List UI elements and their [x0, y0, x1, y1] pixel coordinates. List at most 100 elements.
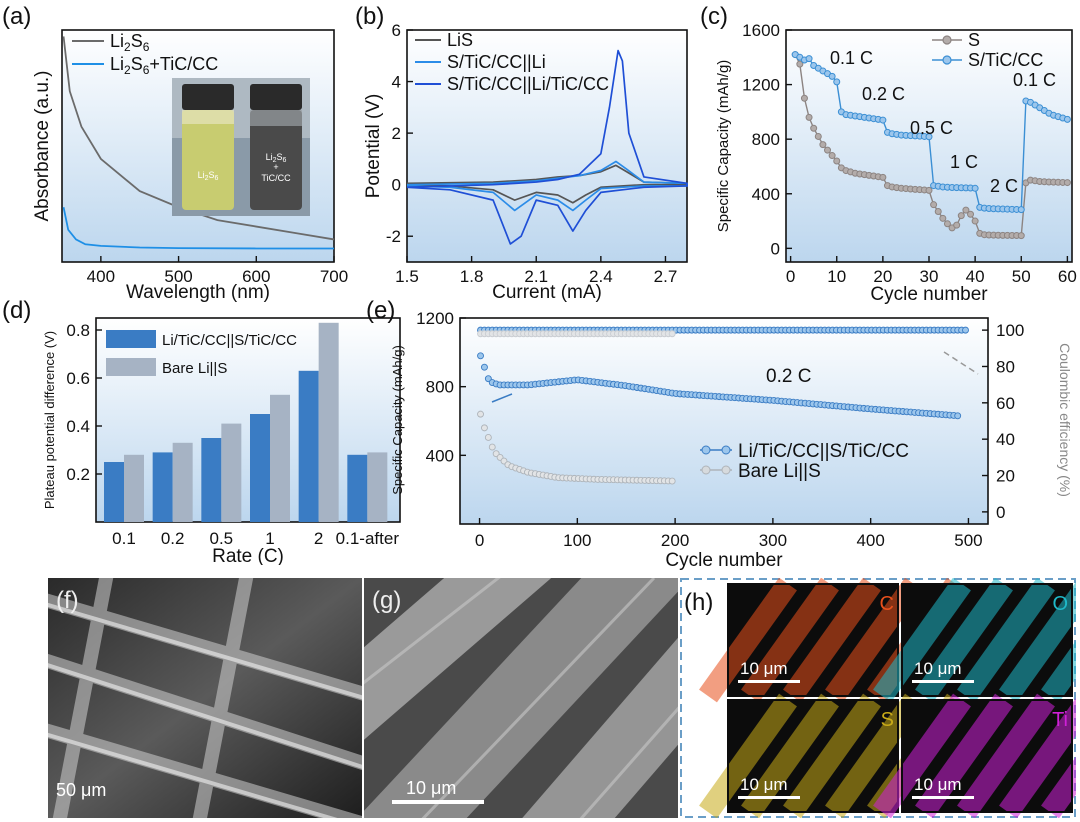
eds-map-0-fiber [699, 578, 797, 703]
panel-e-series [477, 326, 969, 485]
eds-map-2-element-label: S [881, 709, 894, 731]
legend-marker-stic [942, 55, 952, 65]
eds-map-2-frame [727, 699, 899, 813]
panel-d-xlabel: Rate (C) [212, 546, 284, 565]
panel-c-ytick-label: 1600 [742, 21, 780, 40]
panel-d-bar-0 [104, 462, 124, 522]
panel-b-label: (b) [355, 3, 384, 30]
legend-marker-e-litic-2 [721, 445, 731, 455]
panel-e: (e) 0 100 200 300 400 500 400 800 1200 0 20 40 60 80 1… [366, 297, 1073, 570]
panel-e-series-1-point [484, 434, 492, 441]
panel-d-ylabel: Plateau potential difference (V) [42, 331, 57, 509]
legend-label-stic-li: S/TiC/CC||Li [447, 52, 546, 72]
panel-b-xtick-label: 1.5 [395, 267, 419, 286]
legend-marker-s [942, 35, 952, 45]
eds-map-3-fiber [873, 693, 971, 818]
panel-g-label: (g) [372, 587, 401, 614]
legend-label-e-litic: Li/TiC/CC||S/TiC/CC [738, 441, 909, 462]
panel-c-series-0-point [810, 124, 818, 132]
eds-map-2-scale-text: 10 μm [740, 775, 788, 794]
panel-c-series-0-point [824, 146, 832, 154]
panel-c-series-0-point [833, 157, 841, 165]
legend-label-s: S [968, 30, 980, 50]
eds-map-0-frame [727, 583, 899, 697]
panel-a-xtick-label: 700 [320, 267, 348, 286]
rate-label-2c: 2 C [990, 176, 1018, 196]
panel-c-series-0-point [819, 141, 827, 149]
panel-c-ytick-label: 1200 [742, 76, 780, 95]
panel-d-label: (d) [2, 297, 31, 324]
panel-e-series-1-point [668, 477, 676, 485]
panel-c-series-0-point [943, 220, 951, 228]
panel-f-label: (f) [56, 587, 79, 614]
arrow-to-right-axis [943, 351, 979, 375]
panel-e-ylabel: Specific Capacity (mAh/g) [390, 345, 405, 495]
panel-c-xtick-label: 10 [827, 267, 846, 286]
panel-g-scale-bar [392, 800, 484, 804]
panel-b-xlabel: Current (mA) [492, 282, 602, 303]
panel-c-series-0-point [930, 201, 938, 209]
panel-c-series-0-point [971, 217, 979, 225]
panel-b-plot-area [406, 29, 688, 263]
legend-label-stic-litic: S/TiC/CC||Li/TiC/CC [447, 74, 609, 94]
panel-c-series-1-point [828, 72, 836, 80]
panel-e-y2tick-label: 80 [996, 357, 1015, 376]
panel-c-series [791, 51, 1071, 240]
legend-swatch-litic [106, 330, 156, 348]
eds-map-3-fiber [957, 693, 1055, 818]
panel-c-series-0-point [828, 152, 836, 160]
legend-label-litic: Li/TiC/CC||S/TiC/CC [162, 332, 297, 349]
eds-map-0-element-label: C [880, 593, 894, 615]
panel-h-maps: C 10 μm O 10 μm S 10 μm Ti 10 μm [699, 578, 1076, 818]
panel-d-bar-1 [172, 442, 193, 522]
panel-b-series-2-curve [406, 49, 688, 245]
panel-e-series-1-point [477, 410, 484, 418]
eds-map-2-fiber [783, 693, 881, 818]
legend-swatch-bare [106, 358, 156, 376]
eds-map-1-fiber [873, 578, 971, 703]
panel-c-series-0-point [934, 208, 942, 216]
panel-c-series-0-point [796, 60, 804, 68]
panel-d-plot-area [95, 317, 401, 523]
panel-e-ticks: 0 100 200 300 400 500 400 800 1200 0 20 40 60 80 100 [416, 309, 1024, 550]
panel-c-series-1-point [833, 78, 841, 86]
panel-c-series-0-point [814, 132, 822, 140]
panel-d: (d) 0.2 0.4 0.6 0.8 0.1 0.2 0.5 1 2 0.1-after Rat… [2, 297, 401, 565]
panel-d-bar-1 [270, 394, 290, 522]
panel-a: (a) 400 500 600 700 Wavelength (nm) Absorba… [2, 3, 348, 303]
legend-marker-e-bare-2 [721, 465, 731, 475]
legend-marker-e-bare [701, 465, 711, 475]
eds-map-0-fiber [783, 578, 881, 703]
eds-map-3-frame [901, 699, 1073, 813]
panel-a-x-ticks: 400 500 600 700 [87, 256, 348, 286]
panel-d-ticks: 0.2 0.4 0.6 0.8 0.1 0.2 0.5 1 2 0.1-after [66, 321, 399, 548]
panel-a-series-1-line [62, 207, 334, 250]
legend-label-stic: S/TiC/CC [968, 50, 1043, 70]
rate-label-0-1c-return: 0.1 C [1013, 70, 1056, 90]
eds-map-1-fiber [1041, 640, 1076, 703]
panel-e-label: (e) [366, 297, 395, 324]
panel-e-plot-area [459, 317, 989, 525]
panel-d-bar-0 [250, 414, 270, 522]
panel-c-series-1-line [794, 53, 1068, 211]
eds-map-0-scale-bar [738, 680, 800, 683]
panel-e-ytick-label: 800 [426, 378, 454, 397]
panel-e-series-3-point [668, 330, 676, 338]
panel-d-ytick-label: 0.4 [66, 417, 90, 436]
panel-g-sem-image: (g) 10 μm [364, 578, 678, 818]
eds-map-1-scale-text: 10 μm [914, 659, 962, 678]
panel-a-lines [62, 36, 335, 250]
panel-c-ylabel: Specific Capacity (mAh/g) [715, 60, 732, 233]
rate-label-0-5c: 0.5 C [910, 118, 953, 138]
eds-map-3-fiber [1041, 756, 1076, 818]
legend-label-li2s6-tic: Li2S6+TiC/CC [110, 54, 218, 77]
panel-e-y2tick-label: 60 [996, 394, 1015, 413]
eds-map-1-frame [901, 583, 1073, 697]
panel-b-ytick-label: 6 [392, 21, 401, 40]
panel-c-series-0-point [879, 173, 887, 181]
panel-d-bar-1 [367, 452, 388, 522]
panel-c-series-1-point [1063, 115, 1071, 123]
eds-map-1-fiber [957, 578, 1055, 703]
panel-c-series-0-point [1063, 179, 1071, 187]
panel-b: (b) 1.5 1.8 2.1 2.4 2.7 -2 0 2 4 6 Current (mA) P… [355, 3, 688, 303]
